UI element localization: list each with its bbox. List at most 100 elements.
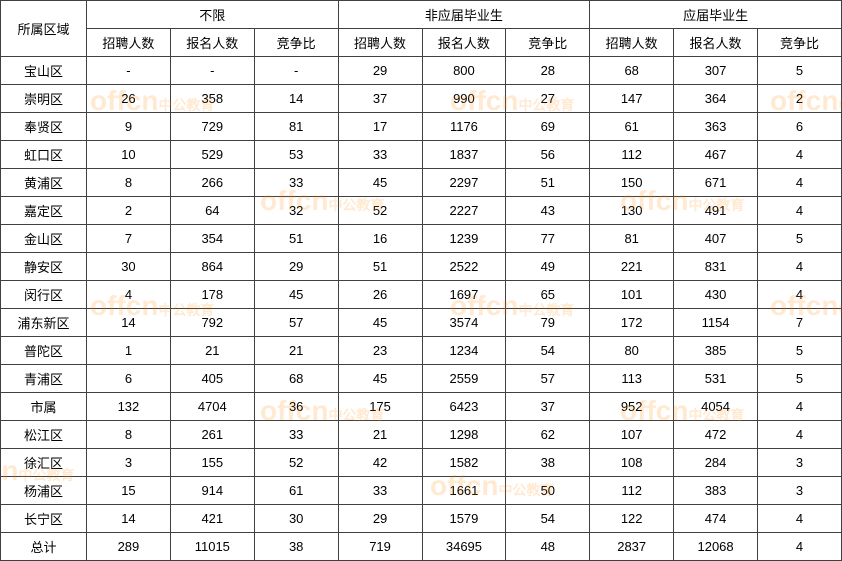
cell-area: 奉贤区 [1, 113, 87, 141]
cell-value: 79 [506, 309, 590, 337]
cell-value: 30 [254, 505, 338, 533]
cell-value: 1582 [422, 449, 506, 477]
table-row: 崇明区263581437990271473642 [1, 85, 842, 113]
cell-value: 11015 [170, 533, 254, 561]
cell-value: 69 [506, 113, 590, 141]
cell-value: - [254, 57, 338, 85]
cell-value: 364 [674, 85, 758, 113]
cell-value: 45 [254, 281, 338, 309]
cell-value: 29 [338, 57, 422, 85]
cell-value: 1579 [422, 505, 506, 533]
sub-header: 报名人数 [170, 29, 254, 57]
cell-value: 49 [506, 253, 590, 281]
table-row: 普陀区1212123123454803855 [1, 337, 842, 365]
cell-value: 81 [590, 225, 674, 253]
cell-value: 68 [254, 365, 338, 393]
cell-value: 48 [506, 533, 590, 561]
cell-value: 21 [254, 337, 338, 365]
cell-value: 54 [506, 337, 590, 365]
cell-area: 杨浦区 [1, 477, 87, 505]
cell-value: 52 [254, 449, 338, 477]
sub-header: 报名人数 [422, 29, 506, 57]
cell-area: 普陀区 [1, 337, 87, 365]
cell-value: 7 [87, 225, 171, 253]
table-header: 所属区域 不限 非应届毕业生 应届毕业生 招聘人数 报名人数 竞争比 招聘人数 … [1, 1, 842, 57]
cell-value: 33 [338, 477, 422, 505]
cell-value: 51 [506, 169, 590, 197]
cell-area: 嘉定区 [1, 197, 87, 225]
sub-header: 报名人数 [674, 29, 758, 57]
cell-value: 132 [87, 393, 171, 421]
table-row: 市属13247043617564233795240544 [1, 393, 842, 421]
cell-value: 4 [758, 197, 842, 225]
cell-value: 53 [254, 141, 338, 169]
cell-value: 289 [87, 533, 171, 561]
cell-area: 宝山区 [1, 57, 87, 85]
sub-header: 招聘人数 [87, 29, 171, 57]
cell-value: 29 [254, 253, 338, 281]
cell-area: 崇明区 [1, 85, 87, 113]
cell-value: 221 [590, 253, 674, 281]
cell-value: 10 [87, 141, 171, 169]
cell-value: 407 [674, 225, 758, 253]
cell-value: 32 [254, 197, 338, 225]
cell-value: 4 [758, 281, 842, 309]
cell-value: 421 [170, 505, 254, 533]
cell-value: 38 [506, 449, 590, 477]
cell-value: 2227 [422, 197, 506, 225]
cell-value: 2837 [590, 533, 674, 561]
cell-value: 54 [506, 505, 590, 533]
table-row: 长宁区1442130291579541224744 [1, 505, 842, 533]
cell-value: 43 [506, 197, 590, 225]
table-row: 徐汇区315552421582381082843 [1, 449, 842, 477]
table-row: 闵行区417845261697651014304 [1, 281, 842, 309]
cell-value: 531 [674, 365, 758, 393]
cell-value: - [87, 57, 171, 85]
cell-value: 33 [254, 169, 338, 197]
cell-area: 市属 [1, 393, 87, 421]
cell-value: 14 [87, 309, 171, 337]
cell-value: 130 [590, 197, 674, 225]
cell-value: 27 [506, 85, 590, 113]
table-row: 总计289110153871934695482837120684 [1, 533, 842, 561]
cell-value: 26 [87, 85, 171, 113]
cell-value: 16 [338, 225, 422, 253]
sub-header: 竞争比 [254, 29, 338, 57]
cell-value: 147 [590, 85, 674, 113]
cell-value: 729 [170, 113, 254, 141]
cell-value: 266 [170, 169, 254, 197]
cell-value: 175 [338, 393, 422, 421]
cell-value: 112 [590, 477, 674, 505]
cell-value: 52 [338, 197, 422, 225]
cell-value: 354 [170, 225, 254, 253]
cell-value: 80 [590, 337, 674, 365]
cell-value: 1176 [422, 113, 506, 141]
cell-value: 864 [170, 253, 254, 281]
table-row: 嘉定区26432522227431304914 [1, 197, 842, 225]
cell-value: 4704 [170, 393, 254, 421]
cell-value: 4 [758, 169, 842, 197]
cell-value: 6 [758, 113, 842, 141]
cell-value: 2 [87, 197, 171, 225]
header-row-1: 所属区域 不限 非应届毕业生 应届毕业生 [1, 1, 842, 29]
cell-value: 113 [590, 365, 674, 393]
cell-value: 4054 [674, 393, 758, 421]
cell-value: 21 [338, 421, 422, 449]
cell-area: 黄浦区 [1, 169, 87, 197]
table-body: 宝山区---2980028683075崇明区263581437990271473… [1, 57, 842, 561]
sub-header: 招聘人数 [590, 29, 674, 57]
cell-value: 261 [170, 421, 254, 449]
cell-value: 2522 [422, 253, 506, 281]
cell-value: 68 [590, 57, 674, 85]
cell-value: 4 [758, 421, 842, 449]
cell-area: 虹口区 [1, 141, 87, 169]
cell-value: 112 [590, 141, 674, 169]
cell-value: 21 [170, 337, 254, 365]
cell-value: 81 [254, 113, 338, 141]
cell-value: 51 [254, 225, 338, 253]
cell-value: 5 [758, 57, 842, 85]
cell-area: 青浦区 [1, 365, 87, 393]
cell-value: 719 [338, 533, 422, 561]
cell-value: 363 [674, 113, 758, 141]
header-group-3: 应届毕业生 [590, 1, 842, 29]
